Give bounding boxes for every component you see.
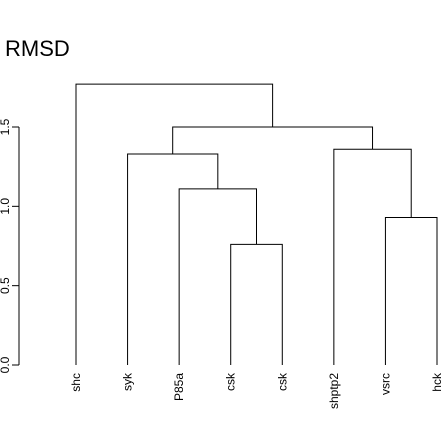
leaf-label: shptp2 [327,373,341,409]
dendrogram-branch-4 [384,216,438,365]
leaf-labels: shc syk P85a csk csk shptp2 vsrc hck [69,372,444,409]
y-tick-label: 1.5 [0,118,12,135]
leaf-label: syk [121,372,135,391]
y-tick-label: 0.5 [0,277,12,294]
chart-title: RMSD [5,36,70,61]
y-axis: 0.0 0.5 1.0 1.5 [0,118,20,373]
y-tick-label: 1.0 [0,198,12,215]
dendrogram-branch-3 [127,153,219,365]
dendrogram-branches [75,83,438,365]
leaf-label: csk [224,372,238,391]
y-tick-label: 0.0 [0,356,12,373]
dendrogram-branch-2 [178,188,257,365]
leaf-label: shc [69,373,83,392]
dendrogram-branch-6 [172,126,374,154]
dendrogram-branch-1 [230,243,283,365]
leaf-label: hck [430,372,444,392]
dendrogram-branch-7 [75,83,274,365]
leaf-label: P85a [172,373,186,401]
leaf-label: vsrc [378,373,392,395]
dendrogram-branch-5 [333,148,412,365]
leaf-label: csk [275,372,289,391]
